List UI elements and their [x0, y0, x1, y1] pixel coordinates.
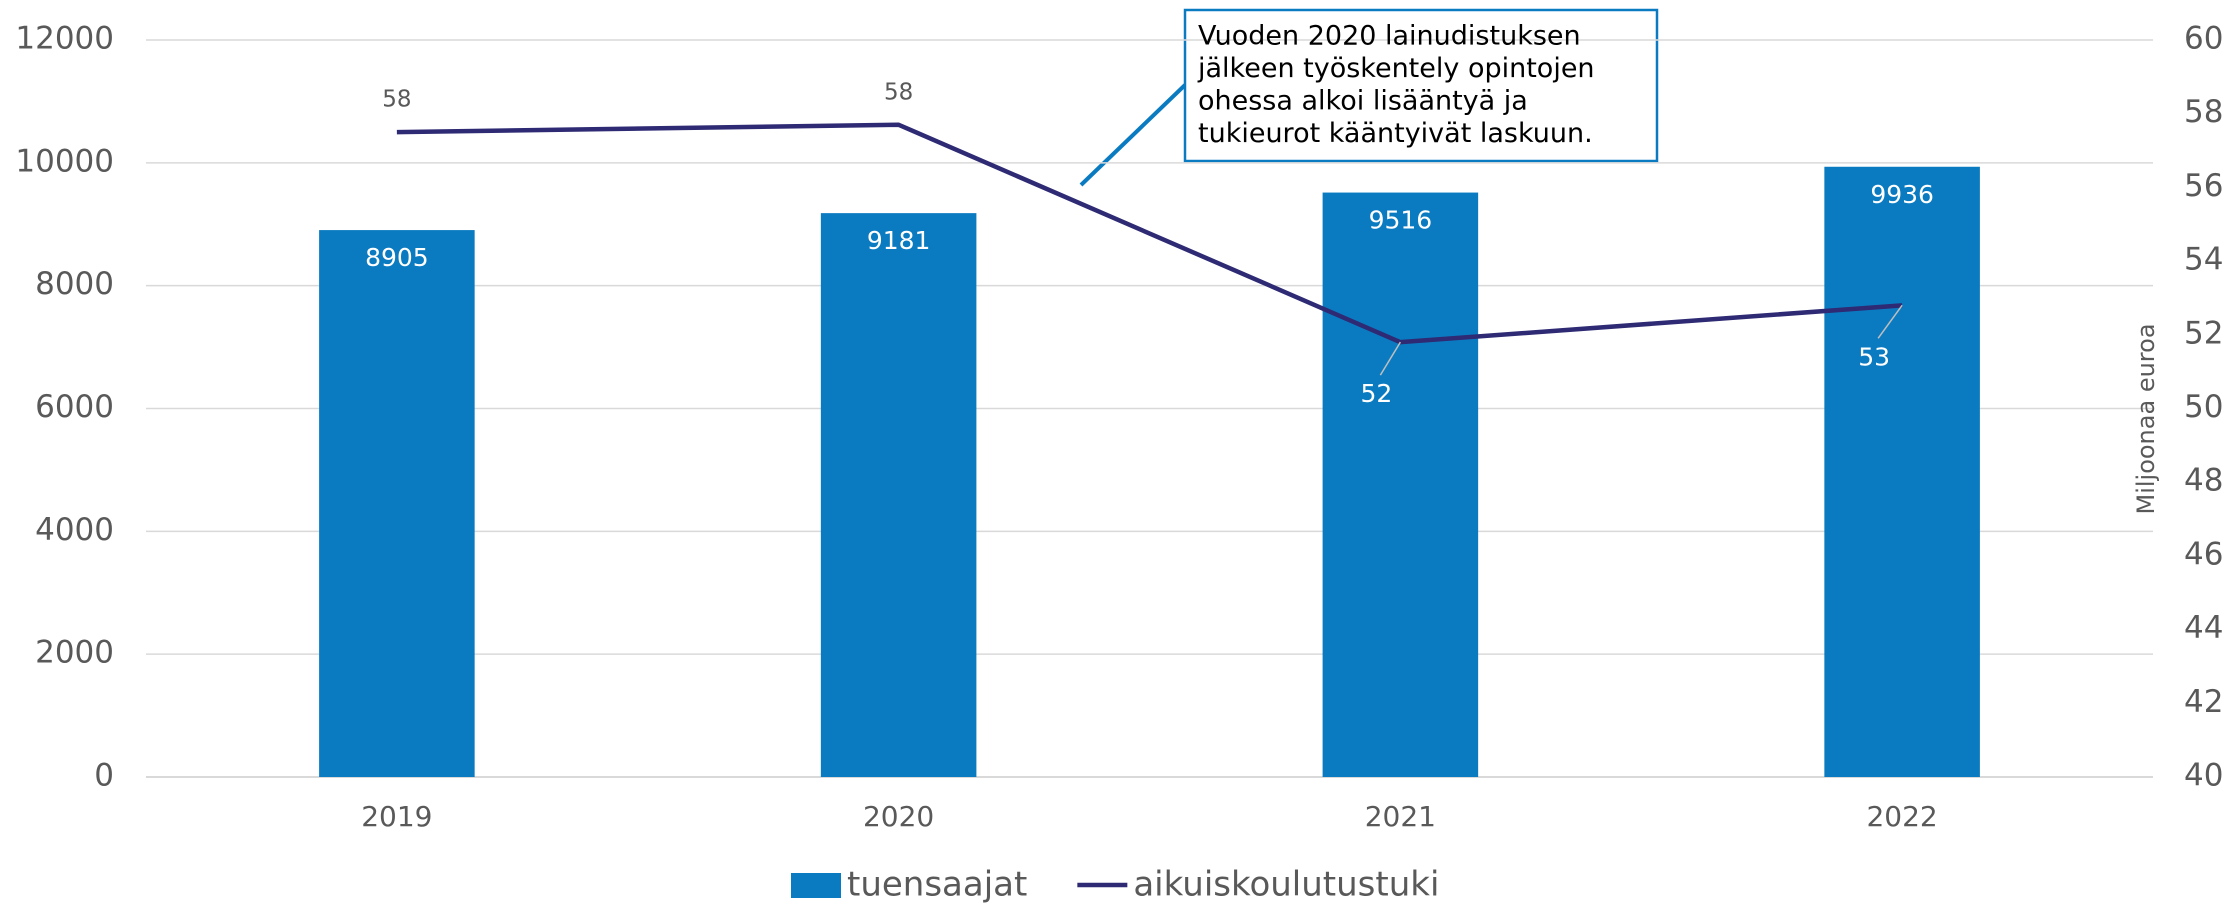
annotation-leader: [1079, 83, 1187, 187]
legend-swatch: [791, 873, 841, 898]
line-value-label: 58: [884, 79, 913, 105]
line-value-label: 58: [382, 87, 411, 113]
annotation-box: [1183, 8, 1659, 163]
annotation-text: tukieurot kääntyivät laskuun.: [1198, 118, 1593, 149]
label-leader: [1877, 304, 1903, 339]
bar: [319, 230, 475, 777]
y-tick-label: 10000: [15, 143, 114, 179]
y2-tick-label: 42: [2184, 684, 2223, 720]
bar: [1824, 166, 1980, 777]
legend-label: aikuiskoulutustuki: [1133, 865, 1439, 905]
y2-axis-label: Miljoonaa euroa: [2132, 323, 2160, 514]
annotation-text: Vuoden 2020 lainudistuksen: [1198, 21, 1581, 52]
x-tick-label: 2022: [1866, 800, 1937, 833]
y-tick-label: 2000: [35, 635, 114, 671]
y2-tick-label: 52: [2184, 315, 2223, 351]
line-value-label: 52: [1360, 379, 1392, 408]
bar-value-label: 9181: [867, 226, 931, 255]
x-tick-label: 2020: [863, 800, 934, 833]
y-tick-label: 0: [94, 758, 114, 794]
x-tick-label: 2019: [361, 800, 432, 833]
y2-tick-label: 54: [2184, 242, 2223, 278]
bar: [1322, 192, 1479, 777]
y-tick-label: 6000: [35, 389, 114, 425]
y2-tick-label: 60: [2184, 21, 2223, 57]
y-tick-label: 4000: [35, 512, 114, 548]
y2-tick-label: 50: [2184, 389, 2223, 425]
bar-value-label: 9936: [1870, 180, 1934, 209]
y2-tick-label: 46: [2184, 536, 2223, 572]
legend-label: tuensaajat: [847, 865, 1027, 905]
label-leader: [1379, 341, 1402, 376]
y2-tick-label: 40: [2184, 758, 2223, 794]
y2-tick-label: 58: [2184, 94, 2223, 130]
bar-value-label: 9516: [1369, 206, 1433, 235]
line: [396, 122, 1903, 345]
x-tick-label: 2021: [1365, 800, 1436, 833]
y-tick-label: 12000: [15, 21, 114, 57]
y2-tick-label: 56: [2184, 168, 2223, 204]
y2-tick-label: 44: [2184, 610, 2223, 646]
bar-value-label: 8905: [365, 243, 429, 272]
annotation-text: ohessa alkoi lisääntyä ja: [1198, 86, 1528, 117]
bar: [820, 213, 977, 777]
y-tick-label: 8000: [35, 266, 114, 302]
line-value-label: 53: [1858, 342, 1890, 371]
y2-tick-label: 48: [2184, 463, 2223, 499]
annotation-text: jälkeen työskentely opintojen: [1197, 53, 1595, 84]
